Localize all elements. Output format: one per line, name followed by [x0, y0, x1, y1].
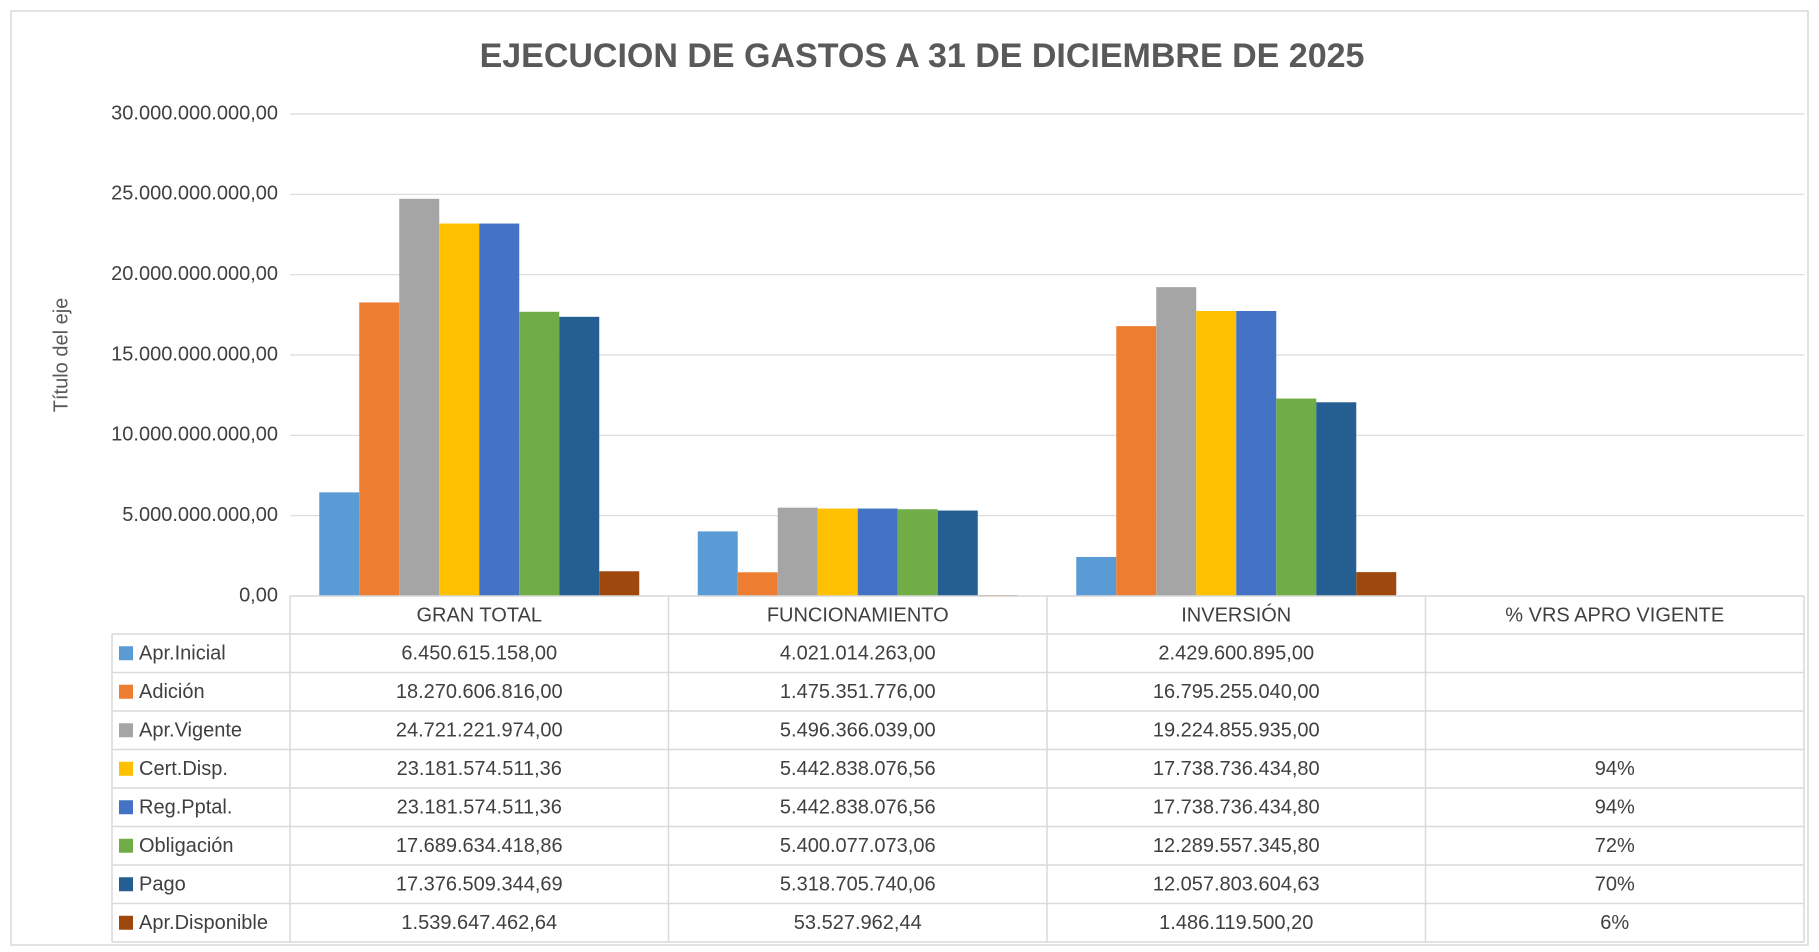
bar: [559, 316, 600, 596]
table-value: 17.738.736.434,80: [1153, 797, 1320, 819]
bar: [937, 510, 978, 596]
legend-key: [119, 684, 133, 699]
table-value: 5.496.366.039,00: [780, 720, 936, 742]
bar: [1076, 556, 1117, 596]
table-value: 5.442.838.076,56: [780, 797, 936, 819]
table-value: 12.057.803.604,63: [1153, 874, 1320, 896]
category-label: GRAN TOTAL: [416, 604, 542, 626]
bar: [737, 572, 778, 596]
table-value: 12.289.557.345,80: [1153, 835, 1320, 857]
legend-label: Pago: [139, 874, 186, 896]
legend-key: [119, 646, 133, 661]
table-value: 6.450.615.158,00: [401, 643, 557, 665]
legend-label: Apr.Disponible: [139, 912, 268, 934]
category-label: % VRS APRO VIGENTE: [1505, 604, 1724, 626]
legend-key: [119, 915, 133, 930]
table-value: 6%: [1600, 912, 1629, 934]
bar: [439, 223, 480, 596]
legend-key: [119, 761, 133, 776]
legend-label: Cert.Disp.: [139, 758, 228, 780]
table-value: 72%: [1595, 835, 1635, 857]
bar: [1196, 310, 1237, 596]
table-value: 23.181.574.511,36: [397, 797, 562, 819]
legend-label: Obligación: [139, 835, 234, 857]
table-value: 70%: [1595, 874, 1635, 896]
legend-label: Apr.Vigente: [139, 720, 242, 742]
category-label: FUNCIONAMIENTO: [767, 604, 949, 626]
table-value: 5.400.077.073,06: [780, 835, 936, 857]
legend-key: [119, 838, 133, 853]
table-value: 4.021.014.263,00: [780, 643, 936, 665]
table-value: 1.486.119.500,20: [1159, 912, 1313, 934]
bar: [359, 302, 400, 596]
legend-label: Apr.Inicial: [139, 643, 226, 665]
table-value: 5.318.705.740,06: [780, 874, 936, 896]
bar: [1356, 572, 1397, 596]
y-tick-label: 10.000.000.000,00: [111, 424, 278, 446]
category-label: INVERSIÓN: [1181, 603, 1291, 626]
table-value: 5.442.838.076,56: [780, 758, 936, 780]
table-value: 2.429.600.895,00: [1158, 643, 1314, 665]
table-value: 94%: [1595, 758, 1635, 780]
table-value: 94%: [1595, 797, 1635, 819]
y-tick-label: 20.000.000.000,00: [111, 263, 278, 285]
bar: [1276, 398, 1317, 596]
bar: [519, 311, 560, 596]
table-value: 18.270.606.816,00: [396, 681, 563, 703]
bar: [399, 198, 440, 596]
y-tick-label: 0,00: [239, 584, 278, 606]
table-value: 17.738.736.434,80: [1153, 758, 1320, 780]
table-value: 1.475.351.776,00: [780, 681, 936, 703]
table-value: 24.721.221.974,00: [396, 720, 563, 742]
bar: [1156, 287, 1197, 596]
table-value: 23.181.574.511,36: [397, 758, 562, 780]
bar: [817, 508, 858, 596]
bar: [897, 509, 938, 596]
bar: [1236, 310, 1277, 596]
y-tick-label: 30.000.000.000,00: [111, 102, 278, 124]
bar: [479, 223, 520, 596]
table-value: 1.539.647.462,64: [401, 912, 557, 934]
bar: [599, 571, 640, 596]
table-value: 19.224.855.935,00: [1153, 720, 1320, 742]
bar: [857, 508, 898, 596]
legend-key: [119, 877, 133, 892]
y-tick-label: 15.000.000.000,00: [111, 343, 278, 365]
table-value: 17.376.509.344,69: [396, 874, 563, 896]
legend-key: [119, 800, 133, 815]
bar: [1116, 326, 1157, 596]
legend-label: Reg.Pptal.: [139, 797, 232, 819]
chart-title: EJECUCION DE GASTOS A 31 DE DICIEMBRE DE…: [480, 37, 1365, 75]
bar: [319, 492, 360, 596]
bar: [777, 507, 818, 596]
table-value: 53.527.962,44: [794, 912, 922, 934]
table-value: 16.795.255.040,00: [1153, 681, 1320, 703]
y-tick-label: 5.000.000.000,00: [122, 504, 278, 526]
bar: [697, 531, 738, 596]
y-axis-label: Título del eje: [50, 298, 72, 413]
bar: [1316, 402, 1357, 596]
legend-key: [119, 723, 133, 738]
legend-label: Adición: [139, 681, 205, 703]
y-tick-label: 25.000.000.000,00: [111, 183, 278, 205]
chart-frame: [10, 10, 1809, 946]
table-value: 17.689.634.418,86: [396, 835, 563, 857]
